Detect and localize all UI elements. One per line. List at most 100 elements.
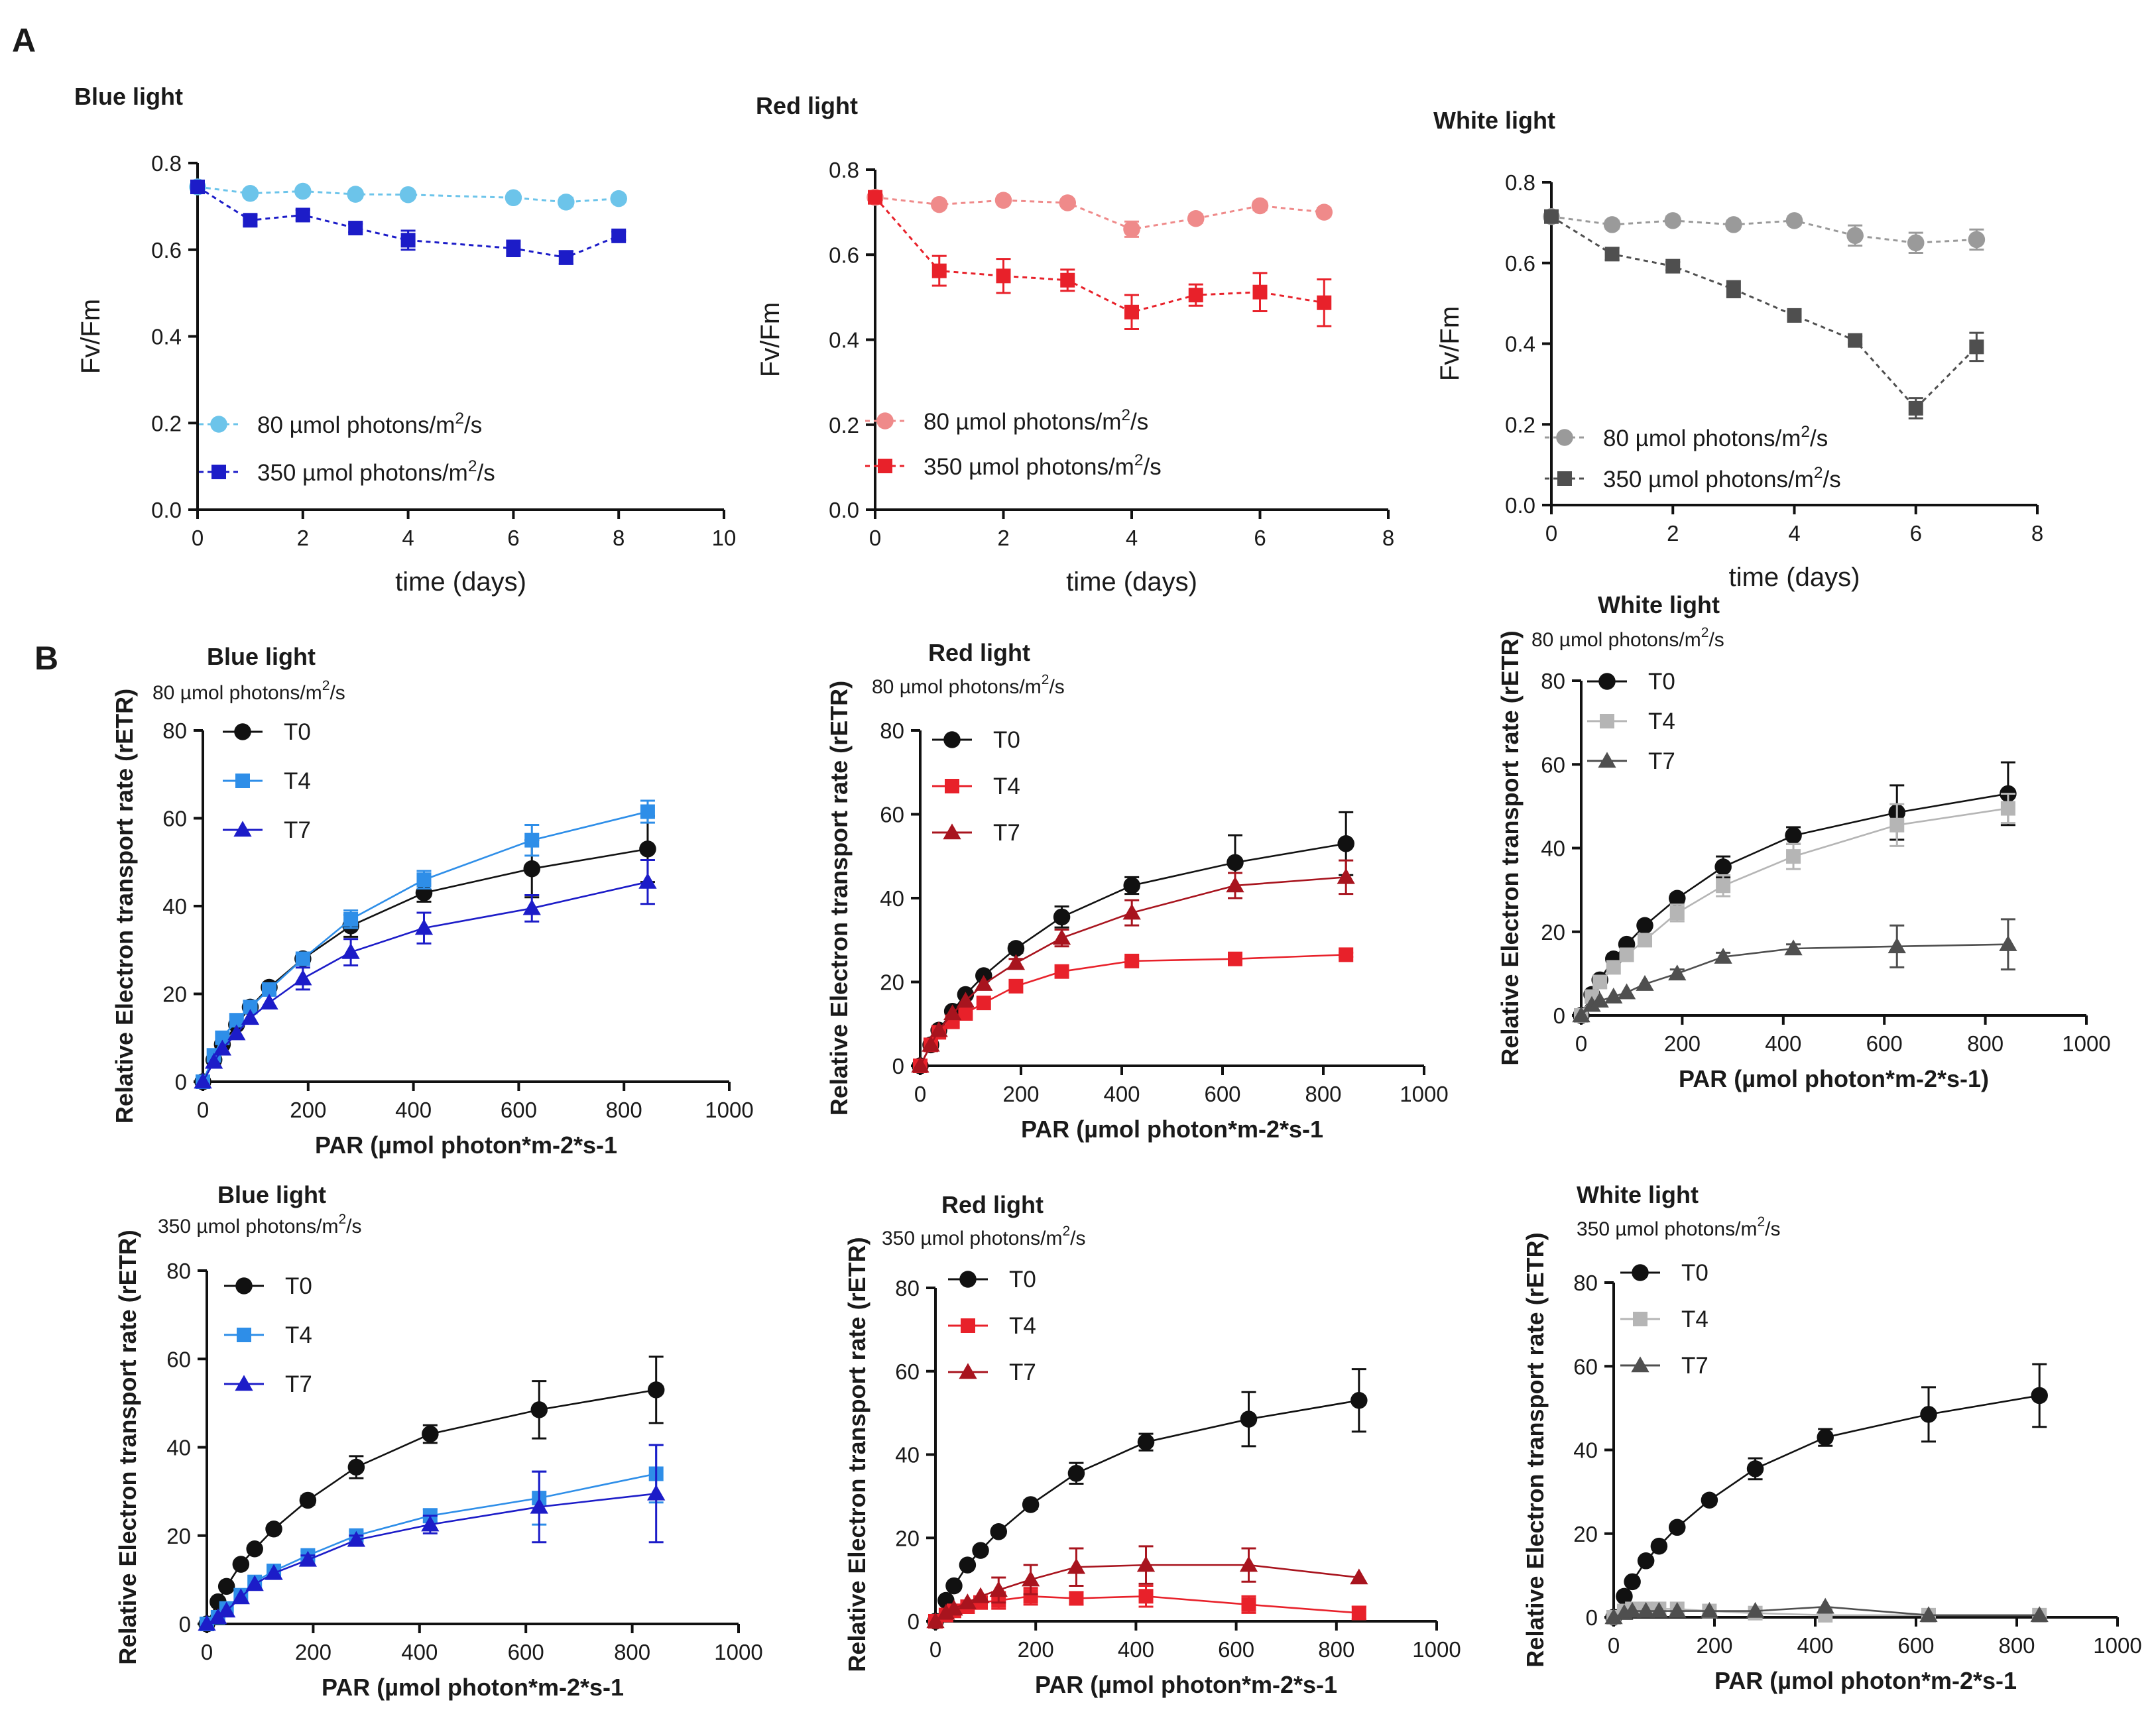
data-point <box>972 1542 989 1559</box>
legend-entry: T0 <box>1620 1260 1708 1286</box>
data-point <box>1060 272 1075 288</box>
x-tick-label: 600 <box>1866 1031 1903 1056</box>
data-point <box>213 1039 232 1056</box>
legend-marker <box>210 416 227 433</box>
data-point <box>1848 333 1863 348</box>
series-t7 <box>1604 1597 2049 1625</box>
legend-label: T7 <box>1681 1353 1708 1379</box>
legend-entry: 350 µmol photons/m2/s <box>199 457 495 486</box>
chart-title: White light <box>1577 1181 1699 1208</box>
x-tick-label: 1000 <box>2062 1031 2110 1056</box>
data-point <box>1668 964 1687 981</box>
data-point <box>1592 974 1608 990</box>
legend-label: T4 <box>285 1322 312 1348</box>
data-point <box>1669 890 1686 907</box>
data-point <box>1669 1519 1686 1536</box>
y-tick-label: 60 <box>1573 1354 1598 1379</box>
x-tick-label: 200 <box>1018 1637 1054 1662</box>
legend-label: T4 <box>1681 1306 1708 1332</box>
data-point <box>2000 801 2015 816</box>
legend-entry: T7 <box>932 820 1020 846</box>
data-point <box>943 1004 962 1021</box>
legend-marker <box>1631 1356 1649 1373</box>
data-point <box>522 899 541 915</box>
x-tick-label: 0 <box>1575 1031 1587 1056</box>
x-tick-label: 0 <box>197 1098 209 1122</box>
data-point <box>1999 935 2017 951</box>
data-point <box>945 1599 963 1616</box>
y-axis-label: Relative Electron transport rate (rETR) <box>843 1237 870 1672</box>
legend-label: 80 µmol photons/m2/s <box>924 406 1148 435</box>
x-tick-label: 600 <box>1897 1633 1934 1658</box>
chart-title: Blue light <box>74 83 183 110</box>
data-point <box>1714 858 1732 876</box>
legend-entry: T0 <box>224 1273 312 1299</box>
x-tick-label: 2 <box>297 526 309 550</box>
data-point <box>245 1575 264 1591</box>
series-t4 <box>200 1444 664 1631</box>
legend-label: T0 <box>284 719 311 745</box>
series-line <box>1551 215 1977 244</box>
legend-label: T0 <box>1681 1260 1708 1286</box>
data-point <box>294 182 312 200</box>
series-350-mol-photons-m2-s <box>1544 209 1984 420</box>
series-line <box>874 196 1325 314</box>
legend-marker <box>235 1277 253 1294</box>
data-point <box>1228 951 1242 966</box>
legend-entry: T7 <box>224 1371 312 1397</box>
legend-entry: T4 <box>1620 1306 1708 1332</box>
y-axis-label: Fv/Fm <box>756 302 785 377</box>
data-point <box>1240 1410 1258 1428</box>
legend-marker <box>1598 752 1616 768</box>
x-tick-label: 1000 <box>714 1640 762 1664</box>
data-point <box>959 1556 977 1574</box>
data-point <box>298 1550 318 1567</box>
data-point <box>343 911 359 927</box>
legend-marker <box>878 459 892 473</box>
y-tick-label: 20 <box>162 982 187 1007</box>
data-point <box>1669 905 1685 921</box>
series-t7 <box>198 1444 666 1631</box>
data-point <box>1636 917 1653 935</box>
data-point <box>1052 929 1071 945</box>
data-point <box>1317 295 1332 310</box>
legend-entry: T7 <box>1587 748 1675 774</box>
data-point <box>922 1035 940 1052</box>
data-point <box>1785 212 1803 229</box>
data-point <box>1907 234 1925 252</box>
series-350-mol-photons-m2-s <box>868 190 1332 330</box>
data-point <box>215 1030 230 1045</box>
y-tick-label: 0.6 <box>1505 251 1535 276</box>
data-point <box>1664 212 1682 229</box>
data-point <box>1187 209 1205 227</box>
y-tick-label: 60 <box>162 807 187 831</box>
data-point <box>1350 1392 1368 1409</box>
data-point <box>294 969 312 986</box>
panel-label-a: A <box>12 22 36 59</box>
legend-marker <box>233 821 252 837</box>
data-point <box>1138 1589 1154 1604</box>
y-tick-label: 0.2 <box>1505 412 1535 437</box>
data-point <box>260 994 278 1009</box>
data-point <box>558 194 575 211</box>
chart-title: Red light <box>928 639 1030 666</box>
data-point <box>198 1615 216 1631</box>
series-t4 <box>196 799 655 1089</box>
series-t7 <box>926 1545 1368 1629</box>
y-axis-label: Fv/Fm <box>1435 306 1465 381</box>
data-point <box>205 1053 223 1069</box>
legend-label: 80 µmol photons/m2/s <box>257 410 482 438</box>
y-tick-label: 20 <box>880 970 904 995</box>
data-point <box>341 943 360 959</box>
chart-a-red: Red light 0 2 4 6 8 0.0 0.2 0.4 0.6 0.8 time (days)… <box>756 92 1394 597</box>
data-point <box>1637 1601 1655 1618</box>
y-tick-label: 0.6 <box>829 243 859 267</box>
chart-a-white: White light 0 2 4 6 8 0.0 0.2 0.4 0.6 0.8 time (day… <box>1433 107 2043 592</box>
legend-label: T7 <box>284 817 311 843</box>
y-tick-label: 80 <box>1573 1271 1598 1295</box>
data-point <box>1700 1601 1719 1618</box>
x-tick-label: 600 <box>501 1098 537 1122</box>
